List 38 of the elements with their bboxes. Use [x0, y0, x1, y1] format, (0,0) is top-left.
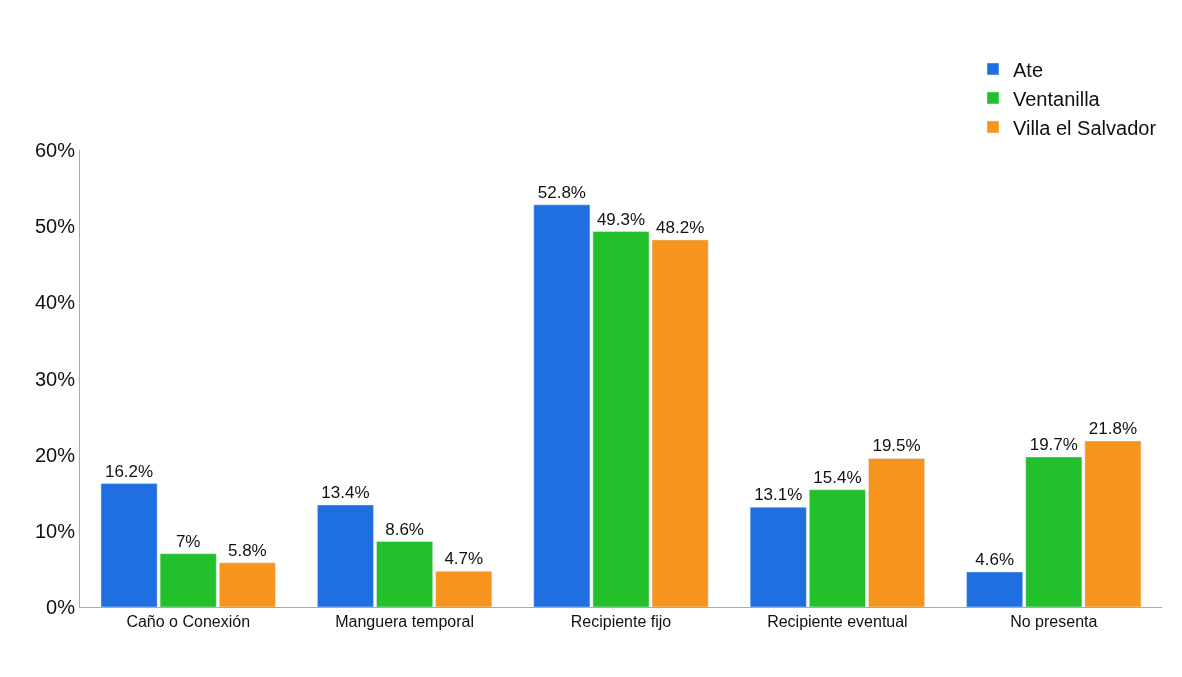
y-tick-label: 30% — [34, 367, 76, 390]
x-tick-label: Recipiente eventual — [767, 613, 908, 631]
data-label: 16.2% — [104, 461, 154, 481]
y-tick-label: 60% — [34, 139, 76, 161]
bar — [435, 570, 493, 607]
data-label: 8.6% — [385, 519, 424, 539]
legend-label: Ate — [1013, 58, 1044, 81]
bar — [317, 504, 374, 607]
data-label: 7% — [175, 531, 201, 551]
legend-label: Ventanilla — [1013, 87, 1101, 110]
bar — [219, 562, 276, 607]
data-label: 5.8% — [227, 540, 267, 560]
x-tick-label: Recipiente fijo — [570, 613, 672, 631]
y-tick-label: 50% — [34, 215, 76, 238]
y-tick-label: 20% — [34, 443, 76, 466]
bar — [966, 571, 1023, 607]
y-tick-label: 10% — [34, 519, 76, 542]
data-label: 15.4% — [813, 467, 862, 487]
data-label: 4.6% — [975, 549, 1015, 569]
data-label: 49.3% — [596, 209, 646, 229]
data-label: 48.2% — [656, 217, 705, 237]
bar — [376, 541, 433, 607]
data-label: 52.8% — [537, 182, 586, 202]
y-tick-label: 40% — [34, 291, 76, 314]
x-tick-label: No presenta — [1010, 613, 1098, 631]
x-tick-label: Manguera temporal — [335, 613, 474, 631]
data-label: 13.1% — [754, 485, 803, 505]
data-label: 13.4% — [321, 482, 370, 502]
bar — [868, 458, 925, 607]
data-label: 21.8% — [1088, 418, 1138, 438]
bar — [749, 506, 807, 607]
data-label: 19.5% — [872, 436, 921, 456]
data-label: 4.7% — [444, 549, 484, 569]
y-tick-label: 0% — [46, 596, 76, 618]
bar — [809, 489, 866, 607]
x-tick-label: Caño o Conexión — [126, 613, 251, 631]
legend-label: Villa el Salvador — [1013, 116, 1157, 139]
data-label: 19.7% — [1029, 434, 1078, 454]
